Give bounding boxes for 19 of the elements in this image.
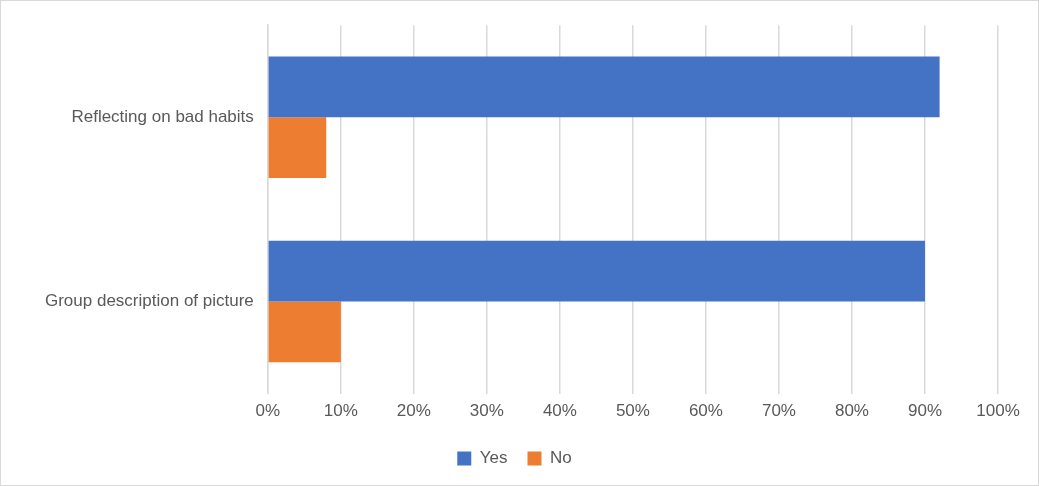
y-tick-label: Reflecting on bad habits [71, 106, 254, 126]
y-tick-label: Group description of picture [44, 291, 254, 311]
bar [268, 240, 925, 302]
bar [268, 117, 327, 179]
x-tick-label: 80% [834, 401, 869, 421]
bar [268, 56, 940, 118]
x-tick-label: 60% [688, 401, 723, 421]
x-tick-label: 20% [396, 401, 431, 421]
bar [268, 301, 341, 363]
x-tick-label: 10% [323, 401, 358, 421]
x-tick-label: 90% [907, 401, 942, 421]
x-tick-label: 100% [976, 401, 1020, 421]
x-tick-label: 40% [542, 401, 577, 421]
legend-label: Yes [479, 448, 508, 468]
x-tick-label: 70% [761, 401, 796, 421]
legend-label: No [550, 448, 572, 468]
x-tick-label: 30% [469, 401, 504, 421]
x-tick-label: 50% [615, 401, 650, 421]
x-tick-label: 0% [255, 401, 281, 421]
